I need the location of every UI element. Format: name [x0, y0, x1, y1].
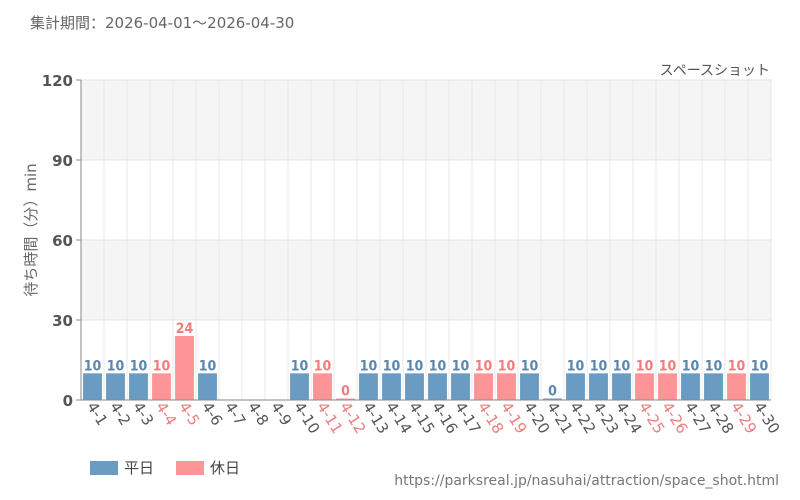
bar-4-13 [359, 373, 378, 400]
bar-value-label: 10 [291, 358, 309, 374]
x-tick-label: 4-4 [152, 399, 180, 429]
bar-4-14 [382, 373, 401, 400]
bars [83, 336, 769, 400]
source-url[interactable]: https://parksreal.jp/nasuhai/attraction/… [394, 473, 779, 489]
bar-4-17 [451, 373, 470, 400]
legend-holiday-label: 休日 [210, 459, 241, 477]
bar-value-label: 10 [705, 358, 723, 374]
bar-4-5 [175, 336, 194, 400]
bar-value-label: 10 [314, 358, 332, 374]
bar-value-label: 10 [636, 358, 654, 374]
y-axis-label: 待ち時間（分）min [22, 163, 40, 296]
bar-value-label: 10 [567, 358, 585, 374]
y-tick-label: 0 [63, 392, 73, 410]
attraction-name: スペースショット [659, 63, 770, 79]
bar-value-label: 10 [199, 358, 217, 374]
bar-value-label: 10 [360, 358, 378, 374]
bar-value-label: 10 [383, 358, 401, 374]
bar-4-6 [198, 373, 217, 400]
bar-value-label: 10 [84, 358, 102, 374]
y-tick-label: 90 [52, 152, 73, 170]
bar-value-label: 10 [475, 358, 493, 374]
bar-4-1 [83, 373, 102, 400]
bar-value-label: 10 [659, 358, 677, 374]
bar-value-label: 10 [498, 358, 516, 374]
bar-4-15 [405, 373, 424, 400]
x-tick-label: 4-1 [83, 399, 111, 429]
bar-4-10 [290, 373, 309, 400]
bar-4-16 [428, 373, 447, 400]
legend-holiday-swatch [176, 460, 205, 475]
bar-value-label: 10 [130, 358, 148, 374]
bar-4-21 [543, 398, 562, 400]
bar-4-28 [704, 373, 723, 400]
bar-value-label: 10 [521, 358, 539, 374]
bar-4-22 [566, 373, 585, 400]
bar-4-18 [474, 373, 493, 400]
bar-4-11 [313, 373, 332, 400]
bar-value-label: 10 [153, 358, 171, 374]
bar-value-label: 0 [341, 384, 350, 400]
bar-4-3 [129, 373, 148, 400]
bar-4-25 [635, 373, 654, 400]
bar-4-30 [750, 373, 769, 400]
bar-4-4 [152, 373, 171, 400]
bar-4-19 [497, 373, 516, 400]
bar-4-27 [681, 373, 700, 400]
bar-4-20 [520, 373, 539, 400]
y-tick-labels: 0 30 60 90 120 [42, 72, 81, 410]
legend: 平日 休日 [90, 457, 240, 478]
bar-value-label: 10 [452, 358, 470, 374]
bar-labels: 10 10 10 10 24 10 10 10 0 10 10 10 10 10 10 10 10 0 10 10 10… [84, 321, 769, 400]
bar-value-label: 10 [406, 358, 424, 374]
x-tick-label: 4-5 [175, 399, 203, 429]
bar-4-23 [589, 373, 608, 400]
bar-value-label: 10 [613, 358, 631, 374]
x-tick-label: 4-8 [244, 399, 272, 429]
bar-value-label: 0 [548, 384, 557, 400]
bar-value-label: 10 [751, 358, 769, 374]
legend-holiday[interactable]: 休日 [176, 457, 240, 478]
bar-4-24 [612, 373, 631, 400]
x-tick-label: 4-2 [106, 399, 134, 429]
bar-value-label: 10 [429, 358, 447, 374]
y-tick-label: 60 [52, 232, 73, 250]
x-tick-label: 4-3 [129, 399, 157, 429]
x-tick-labels: 4-14-24-34-44-54-64-74-84-94-104-114-124… [83, 399, 783, 437]
legend-weekday-swatch [90, 460, 118, 475]
x-tick-label: 4-9 [267, 399, 295, 429]
bar-4-12 [336, 398, 355, 400]
bar-4-2 [106, 373, 125, 400]
bar-value-label: 24 [176, 321, 194, 337]
bar-4-29 [727, 373, 746, 400]
bar-value-label: 10 [728, 358, 746, 374]
x-tick-label: 4-7 [221, 399, 249, 429]
bar-value-label: 10 [590, 358, 608, 374]
legend-weekday[interactable]: 平日 [90, 457, 154, 478]
bar-value-label: 10 [107, 358, 125, 374]
bar-value-label: 10 [682, 358, 700, 374]
gridlines [80, 79, 772, 400]
period-label: 集計期間：2026-04-01～2026-04-30 [30, 14, 295, 32]
y-tick-label: 30 [52, 312, 73, 330]
y-tick-label: 120 [42, 72, 73, 90]
x-tick-label: 4-6 [198, 399, 226, 429]
legend-weekday-label: 平日 [124, 459, 155, 477]
bar-4-26 [658, 373, 677, 400]
